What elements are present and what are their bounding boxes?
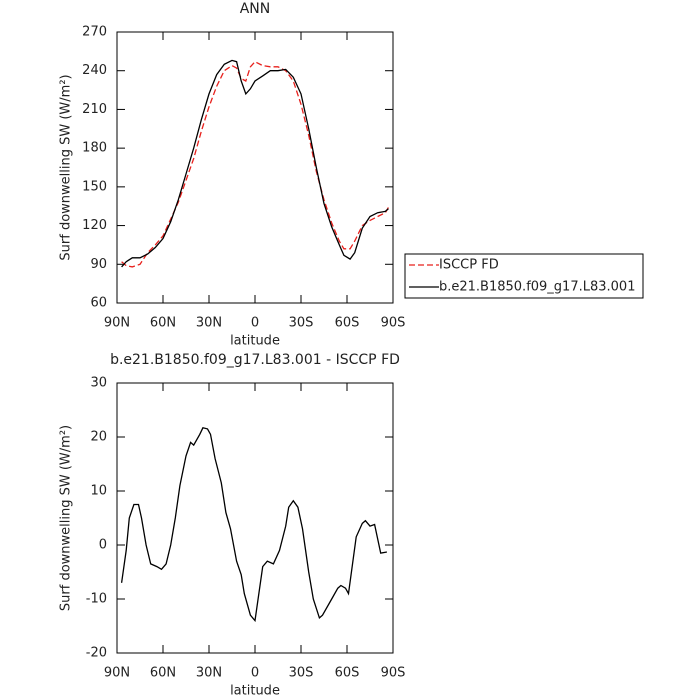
y-tick-label: 240 <box>82 63 107 78</box>
x-tick-label: 30N <box>196 666 222 681</box>
y-tick-label: 150 <box>82 179 107 194</box>
x-tick-label: 90N <box>104 316 130 331</box>
y-tick-label: -20 <box>86 646 107 661</box>
y-tick-label: 210 <box>82 102 107 117</box>
x-tick-label: 60N <box>150 666 176 681</box>
legend-label: ISCCP FD <box>439 258 499 273</box>
x-tick-label: 0 <box>251 316 259 331</box>
plot-frame <box>116 31 394 304</box>
y-tick-label: 180 <box>82 141 107 156</box>
x-tick-label: 90N <box>104 666 130 681</box>
x-tick-label: 90S <box>381 316 406 331</box>
data-line <box>121 60 389 268</box>
data-line <box>121 59 389 268</box>
y-axis-label: Surf downwelling SW (W/m²) <box>59 425 74 611</box>
y-tick-label: 0 <box>99 538 107 553</box>
y-tick-label: 120 <box>82 218 107 233</box>
x-tick-label: 90S <box>381 666 406 681</box>
x-tick-label: 30S <box>289 666 314 681</box>
chart-title: ANN <box>240 1 271 17</box>
y-tick-label: 20 <box>90 430 107 445</box>
y-tick-label: 60 <box>90 296 107 311</box>
x-tick-label: 0 <box>251 666 259 681</box>
x-tick-label: 30S <box>289 316 314 331</box>
y-tick-label: -10 <box>86 592 107 607</box>
x-tick-label: 30N <box>196 316 222 331</box>
x-tick-label: 60S <box>335 666 360 681</box>
legend-box <box>404 253 644 299</box>
y-tick-label: 30 <box>90 376 107 391</box>
x-axis-label: latitude <box>230 334 280 349</box>
x-axis-label: latitude <box>230 684 280 699</box>
legend-label: b.e21.B1850.f09_g17.L83.001 <box>439 280 635 295</box>
chart-title: b.e21.B1850.f09_g17.L83.001 - ISCCP FD <box>110 352 400 368</box>
data-line <box>120 427 388 623</box>
plot-frame <box>116 382 394 654</box>
x-tick-label: 60S <box>335 316 360 331</box>
x-tick-label: 60N <box>150 316 176 331</box>
y-tick-label: 270 <box>82 25 107 40</box>
y-tick-label: 90 <box>90 257 107 272</box>
y-tick-label: 10 <box>90 484 107 499</box>
y-axis-label: Surf downwelling SW (W/m²) <box>59 74 74 260</box>
